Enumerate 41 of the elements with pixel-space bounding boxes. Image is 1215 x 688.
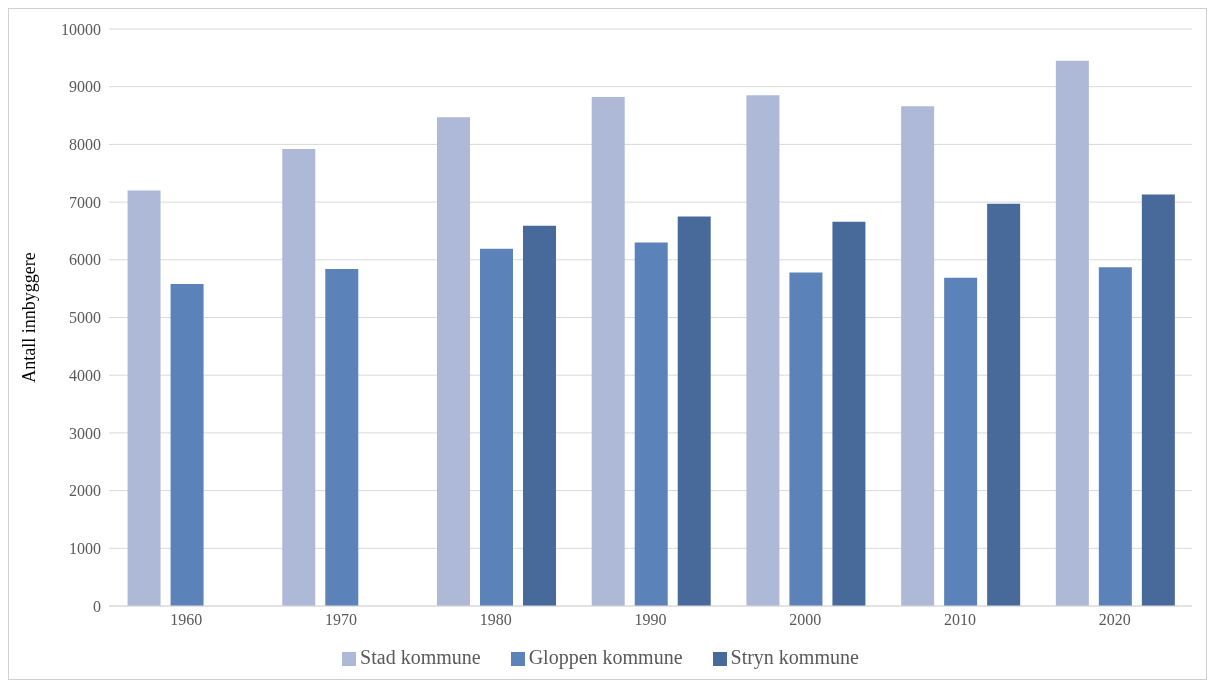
y-tick-label: 0 xyxy=(93,597,101,615)
bar xyxy=(127,190,161,606)
y-tick-label: 8000 xyxy=(69,136,101,154)
legend-label: Stad kommune xyxy=(360,646,481,668)
y-axis-title: Antall innbyggere xyxy=(19,252,40,383)
bar xyxy=(944,277,978,606)
bar xyxy=(170,284,204,606)
bar xyxy=(522,225,556,606)
y-tick-label: 7000 xyxy=(69,193,101,211)
x-tick-label: 2020 xyxy=(1098,611,1131,629)
bar xyxy=(677,216,711,606)
x-tick-label: 2010 xyxy=(943,611,976,629)
y-tick-label: 3000 xyxy=(69,424,101,442)
y-tick-label: 4000 xyxy=(69,366,101,384)
bar xyxy=(789,272,823,606)
x-tick-label: 1980 xyxy=(479,611,512,629)
y-tick-label: 1000 xyxy=(69,539,101,557)
x-tick-label: 1990 xyxy=(634,611,667,629)
legend-label: Gloppen kommune xyxy=(528,646,683,668)
bar xyxy=(325,269,359,606)
bar xyxy=(591,97,625,606)
y-tick-label: 6000 xyxy=(69,251,101,269)
x-tick-label: 2000 xyxy=(789,611,822,629)
legend-label: Stryn kommune xyxy=(730,646,859,668)
bar xyxy=(987,203,1021,606)
bar xyxy=(282,149,316,606)
y-tick-label: 2000 xyxy=(69,482,101,500)
y-tick-label: 10000 xyxy=(61,20,101,38)
bar xyxy=(634,242,668,606)
bar xyxy=(901,106,935,606)
bar xyxy=(479,248,513,606)
bar xyxy=(1055,60,1089,606)
bar xyxy=(1098,267,1132,606)
x-tick-label: 1970 xyxy=(325,611,358,629)
x-tick-label: 1960 xyxy=(170,611,203,629)
bar xyxy=(1141,194,1175,606)
bar xyxy=(832,221,866,606)
bar xyxy=(746,95,780,606)
bar xyxy=(436,117,470,606)
y-tick-label: 9000 xyxy=(69,78,101,96)
y-tick-label: 5000 xyxy=(69,309,101,327)
